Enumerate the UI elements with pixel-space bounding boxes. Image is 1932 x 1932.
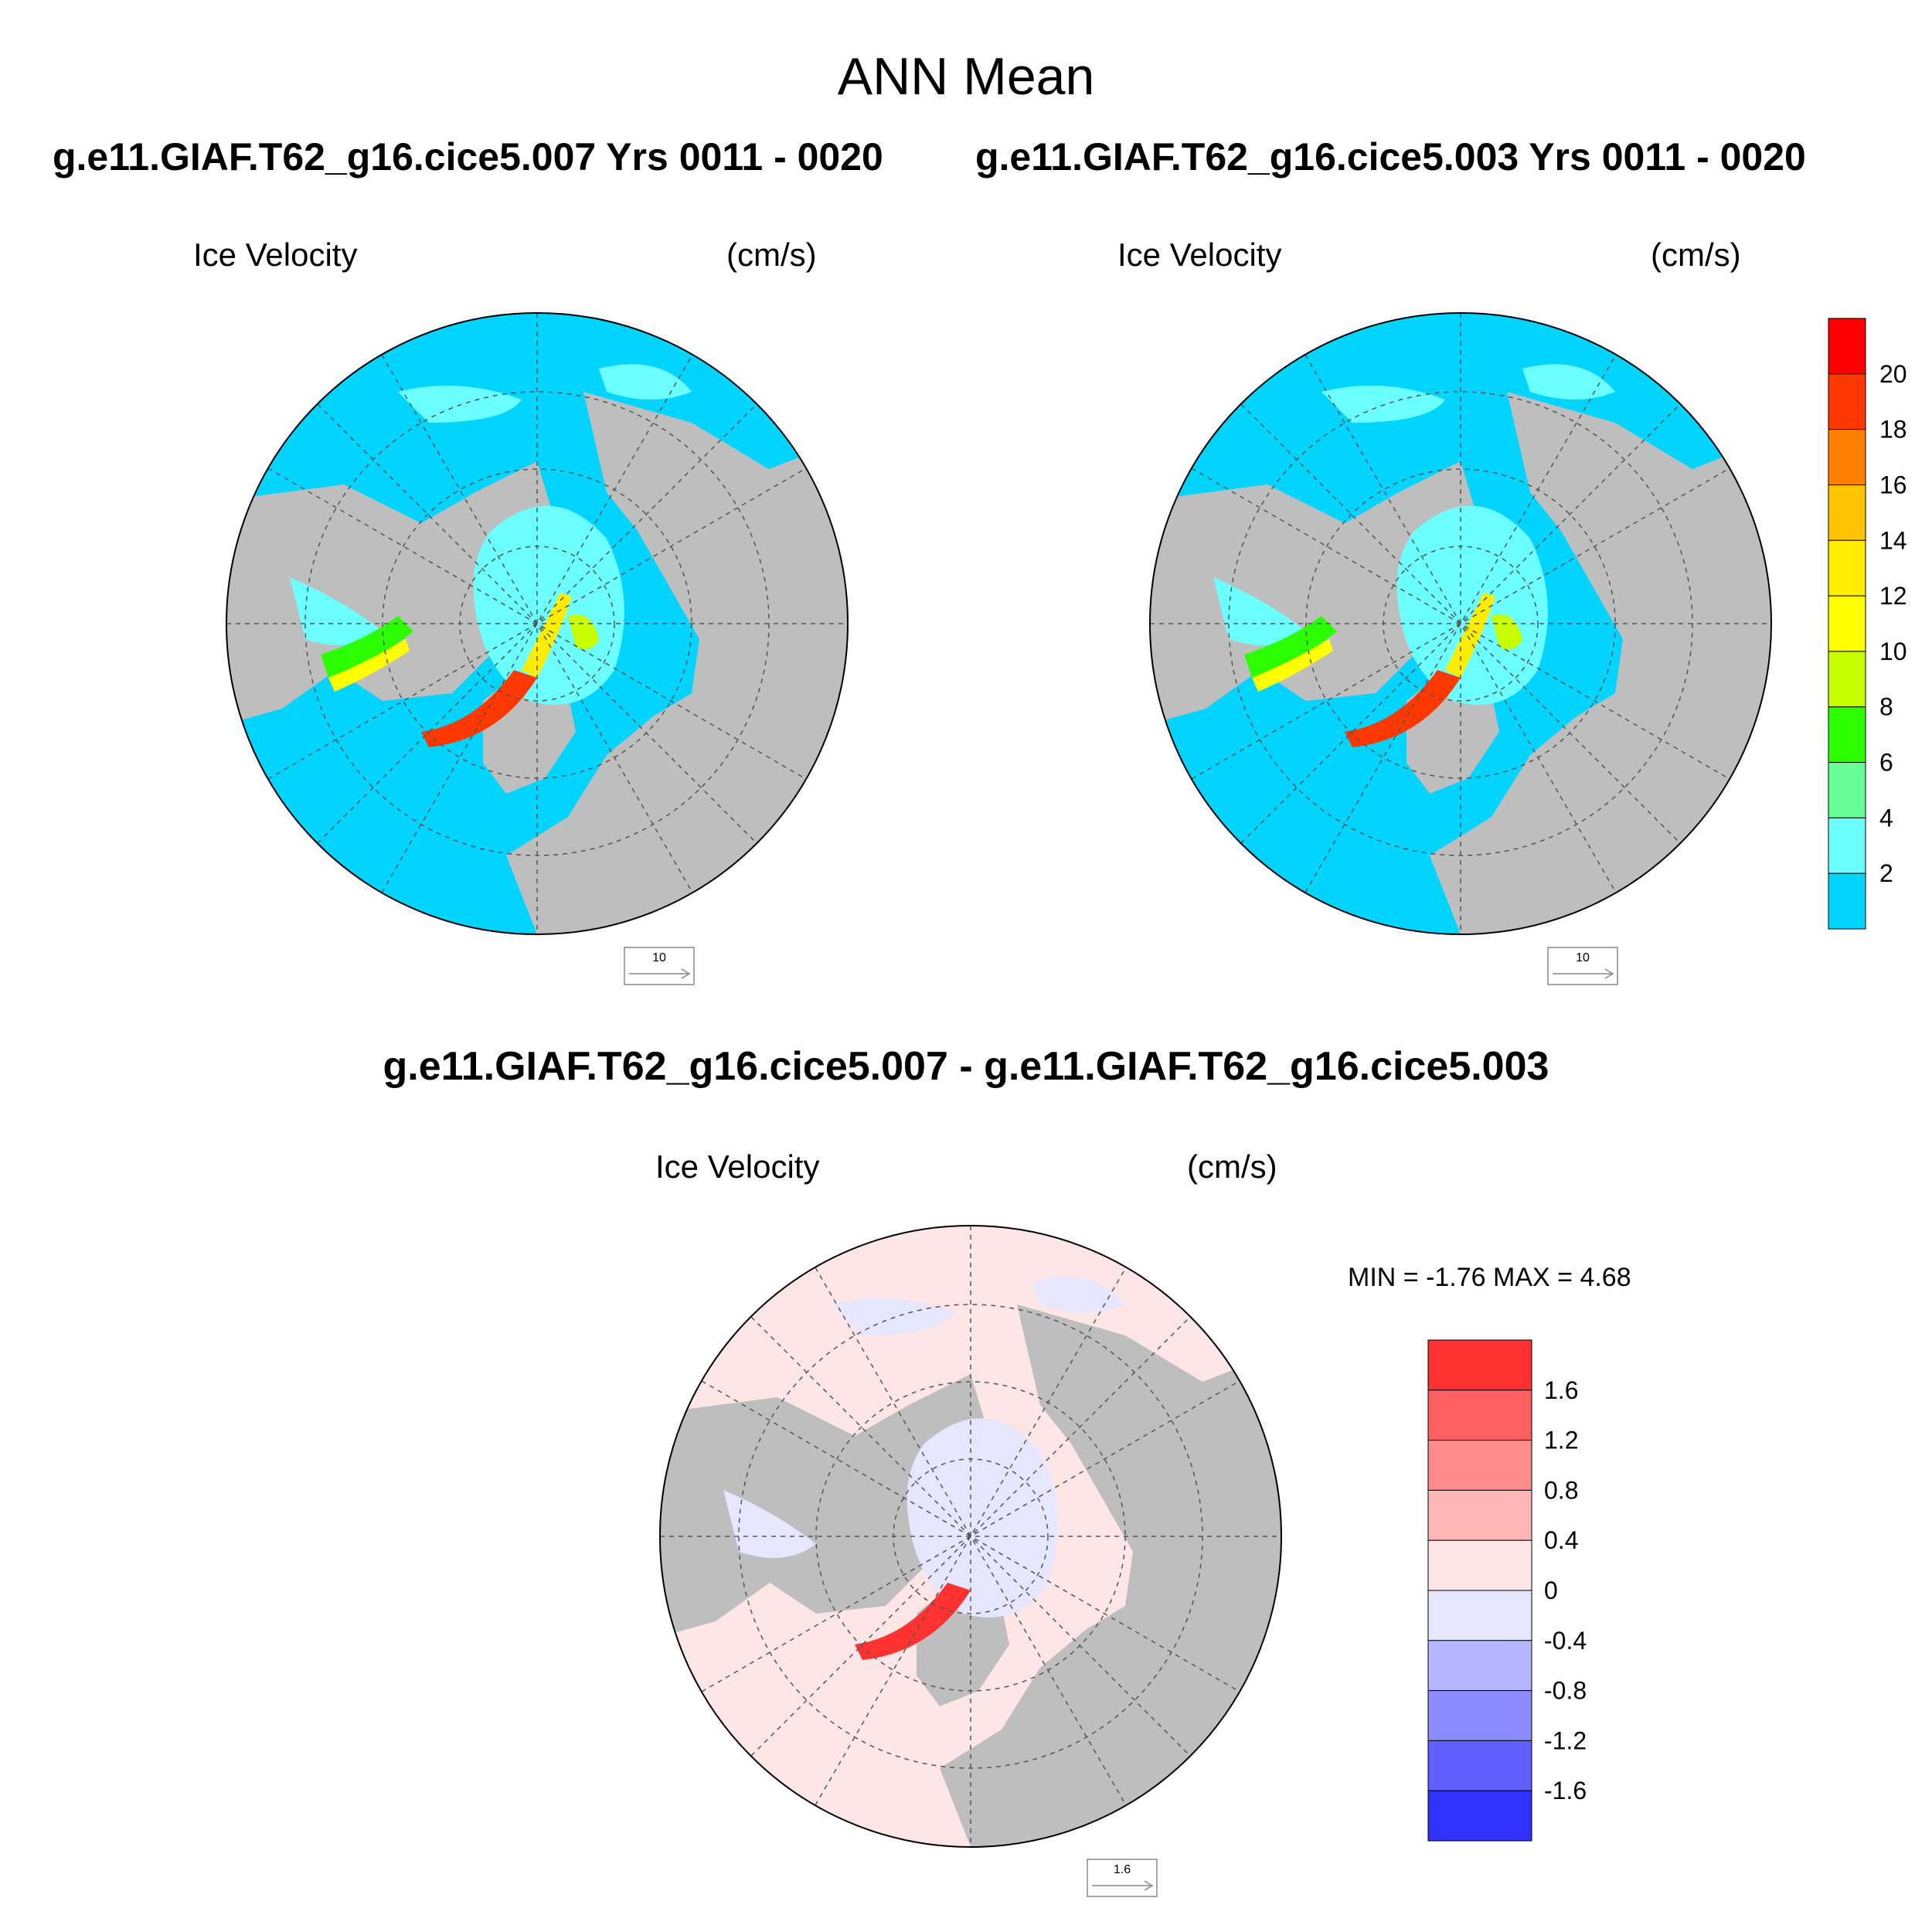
abs-colorbar-tick-label: 14	[1879, 526, 1907, 554]
diff-colorbar-swatch	[1427, 1539, 1532, 1591]
panel2-polar-map	[1150, 313, 1771, 934]
diff-colorbar-tick-label: 0.8	[1544, 1476, 1578, 1504]
abs-colorbar-swatch	[1828, 595, 1866, 652]
diff-colorbar-tick-label: 0.4	[1544, 1526, 1578, 1554]
diff-colorbar-tick-label: 1.6	[1544, 1376, 1578, 1404]
diff-case-title: g.e11.GIAF.T62_g16.cice5.007 - g.e11.GIA…	[383, 1044, 1549, 1089]
panel3-polar-map	[660, 1226, 1281, 1847]
abs-colorbar-tick-label: 20	[1879, 360, 1907, 388]
panel3-reference-vector: 1.6	[1087, 1859, 1158, 1897]
absolute-colorbar: 20 18 16 14 12 10 8 6 4 2	[1828, 318, 1907, 930]
panel2-reference-vector: 10	[1547, 947, 1618, 985]
abs-colorbar-tick-label: 4	[1879, 804, 1893, 832]
panel1-reference-vector-label: 10	[652, 951, 666, 964]
diff-min-max-readout: MIN = -1.76 MAX = 4.68	[1348, 1263, 1631, 1292]
panel3-max-diff-stream	[855, 1583, 971, 1660]
abs-colorbar-tick-label: 10	[1879, 638, 1907, 665]
abs-colorbar-swatch	[1828, 484, 1866, 541]
diff-colorbar-swatch	[1427, 1740, 1532, 1791]
diff-colorbar-tick-label: -0.4	[1544, 1627, 1587, 1655]
abs-colorbar-tick-label: 12	[1879, 582, 1907, 610]
abs-colorbar-swatch	[1828, 318, 1866, 375]
diff-colorbar-swatch	[1427, 1790, 1532, 1842]
main-title: ANN Mean	[837, 47, 1095, 106]
abs-colorbar-swatch	[1828, 373, 1866, 430]
abs-colorbar-swatch	[1828, 872, 1866, 930]
abs-colorbar-swatch	[1828, 651, 1866, 708]
diff-colorbar-swatch	[1427, 1690, 1532, 1741]
panel1-variable-label: Ice Velocity	[193, 236, 358, 273]
panel1-case-title: g.e11.GIAF.T62_g16.cice5.007 Yrs 0011 - …	[53, 135, 883, 179]
panel1-reference-vector: 10	[624, 947, 695, 985]
diff-colorbar-swatch	[1427, 1590, 1532, 1641]
abs-colorbar-swatch	[1828, 762, 1866, 818]
abs-colorbar-swatch	[1828, 429, 1866, 485]
diff-colorbar-tick-label: 0	[1544, 1577, 1558, 1604]
abs-colorbar-swatch	[1828, 539, 1866, 597]
abs-colorbar-swatch	[1828, 706, 1866, 764]
diff-colorbar-swatch	[1427, 1339, 1532, 1391]
panel1-units-label: (cm/s)	[726, 236, 817, 273]
diff-colorbar-tick-label: -1.6	[1544, 1777, 1587, 1804]
panel2-units-label: (cm/s)	[1651, 236, 1741, 273]
diff-colorbar-swatch	[1427, 1489, 1532, 1541]
difference-colorbar: 1.6 1.2 0.8 0.4 0 -0.4 -0.8 -1.2 -1.6	[1427, 1339, 1587, 1842]
diff-colorbar-tick-label: 1.2	[1544, 1427, 1578, 1454]
panel1-polar-map	[226, 313, 848, 934]
panel2-reference-vector-label: 10	[1576, 951, 1590, 964]
abs-colorbar-tick-label: 8	[1879, 693, 1893, 721]
panel1-map-border	[226, 312, 849, 935]
panel3-units-label: (cm/s)	[1187, 1148, 1277, 1185]
diff-colorbar-tick-label: -0.8	[1544, 1677, 1587, 1705]
abs-colorbar-tick-label: 16	[1879, 471, 1907, 498]
panel3-variable-label: Ice Velocity	[655, 1148, 820, 1185]
abs-colorbar-tick-label: 18	[1879, 416, 1907, 444]
panel2-case-title: g.e11.GIAF.T62_g16.cice5.003 Yrs 0011 - …	[975, 135, 1806, 179]
panel3-map-border	[659, 1225, 1282, 1848]
diff-colorbar-swatch	[1427, 1640, 1532, 1692]
panel3-reference-vector-label: 1.6	[1114, 1863, 1131, 1876]
diff-colorbar-swatch	[1427, 1440, 1532, 1491]
diff-colorbar-tick-label: -1.2	[1544, 1726, 1587, 1754]
abs-colorbar-tick-label: 6	[1879, 749, 1893, 777]
abs-colorbar-tick-label: 2	[1879, 859, 1893, 887]
diff-colorbar-swatch	[1427, 1389, 1532, 1441]
abs-colorbar-swatch	[1828, 817, 1866, 874]
panel2-variable-label: Ice Velocity	[1117, 236, 1282, 273]
panel2-map-border	[1149, 312, 1772, 935]
